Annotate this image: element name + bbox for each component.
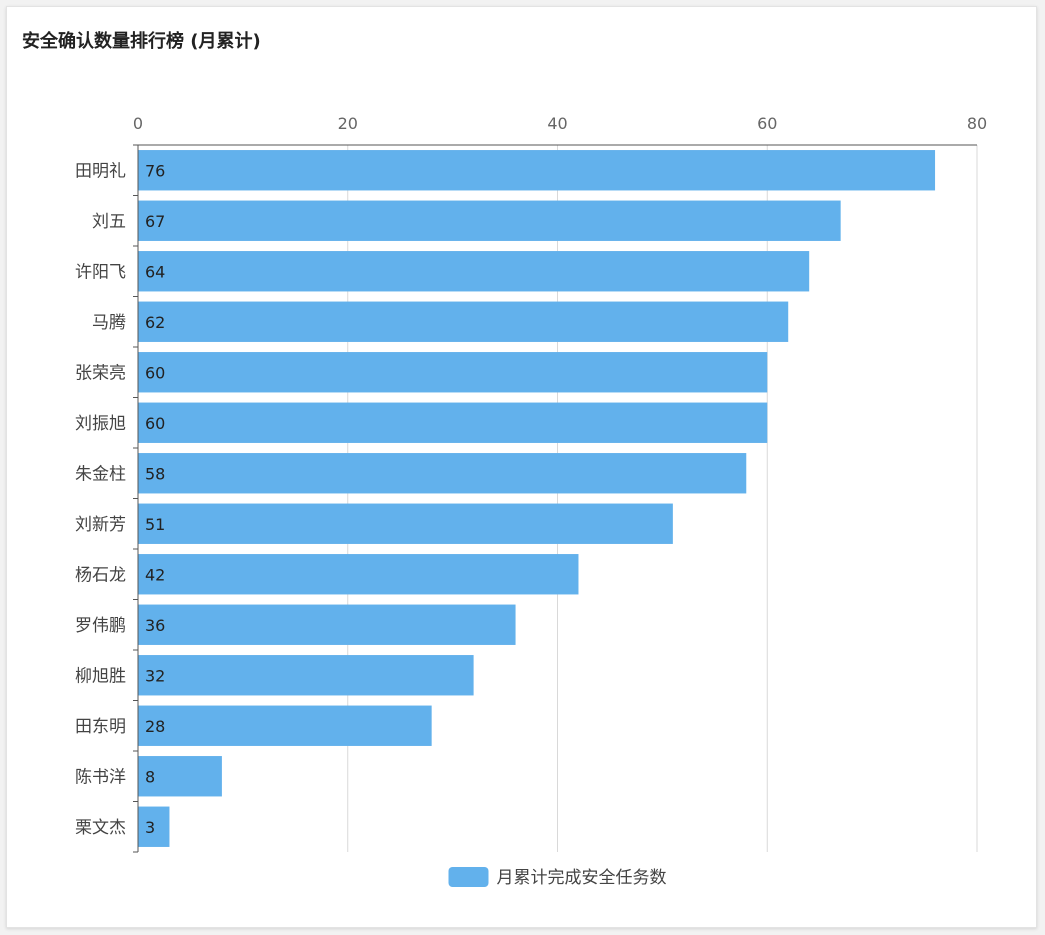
bar[interactable] — [138, 756, 222, 797]
bar-value-label: 60 — [145, 414, 165, 433]
bar-value-label: 36 — [145, 616, 165, 635]
x-tick-label: 40 — [547, 114, 567, 133]
y-category-label: 马腾 — [92, 313, 126, 333]
bar[interactable] — [138, 503, 673, 544]
bar-value-label: 42 — [145, 565, 165, 584]
bar[interactable] — [138, 554, 579, 595]
x-tick-label: 20 — [338, 114, 358, 133]
bar[interactable] — [138, 453, 747, 494]
bar[interactable] — [138, 150, 936, 191]
bar[interactable] — [138, 705, 432, 746]
legend-label[interactable]: 月累计完成安全任务数 — [497, 868, 667, 888]
bar-value-label: 28 — [145, 717, 165, 736]
bar-chart: 0 20 40 60 80 76 67 64 62 60 60 58 51 42 36 32 28 8 3 田明礼… — [75, 114, 987, 888]
x-tick-label: 80 — [967, 114, 987, 133]
y-category-label: 刘振旭 — [75, 414, 126, 434]
bar[interactable] — [138, 251, 810, 292]
bar-value-label: 62 — [145, 313, 165, 332]
bar-value-label: 3 — [145, 818, 155, 837]
bar-value-label: 64 — [145, 262, 165, 281]
bar[interactable] — [138, 806, 170, 847]
y-category-label: 刘五 — [92, 212, 126, 232]
y-category-label: 杨石龙 — [75, 565, 126, 585]
bar[interactable] — [138, 604, 516, 645]
y-category-label: 刘新芳 — [75, 515, 126, 535]
bar[interactable] — [138, 301, 789, 342]
chart-title: 安全确认数量排行榜 (月累计) — [22, 31, 261, 52]
x-tick-label: 0 — [133, 114, 143, 133]
bar[interactable] — [138, 352, 768, 393]
bar-value-label: 76 — [145, 161, 165, 180]
bar-value-label: 32 — [145, 666, 165, 685]
y-category-label: 许阳飞 — [75, 262, 126, 282]
bar-value-label: 58 — [145, 464, 165, 483]
bar[interactable] — [138, 402, 768, 443]
y-category-label: 田东明 — [75, 717, 126, 737]
y-category-label: 朱金柱 — [75, 464, 126, 484]
y-category-label: 柳旭胜 — [75, 666, 126, 686]
bar[interactable] — [138, 200, 841, 241]
bar[interactable] — [138, 655, 474, 696]
legend[interactable]: 月累计完成安全任务数 — [448, 867, 667, 888]
bar-value-label: 51 — [145, 515, 165, 534]
bar-value-label: 67 — [145, 212, 165, 231]
y-category-label: 栗文杰 — [75, 818, 126, 838]
legend-swatch[interactable] — [448, 867, 489, 887]
bars[interactable]: 76 67 64 62 60 60 58 51 42 36 32 28 8 3 — [138, 150, 936, 847]
bar-value-label: 8 — [145, 767, 155, 786]
x-tick-label: 60 — [757, 114, 777, 133]
bar-value-label: 60 — [145, 363, 165, 382]
y-category-label: 田明礼 — [75, 161, 126, 181]
y-category-label: 张荣亮 — [75, 363, 126, 383]
chart-card: 安全确认数量排行榜 (月累计) 0 20 40 60 80 76 67 64 62 60 60 58… — [6, 6, 1037, 928]
x-axis-ticks: 0 20 40 60 80 — [133, 114, 987, 146]
y-category-label: 陈书洋 — [75, 767, 126, 787]
y-category-label: 罗伟鹏 — [75, 616, 126, 636]
